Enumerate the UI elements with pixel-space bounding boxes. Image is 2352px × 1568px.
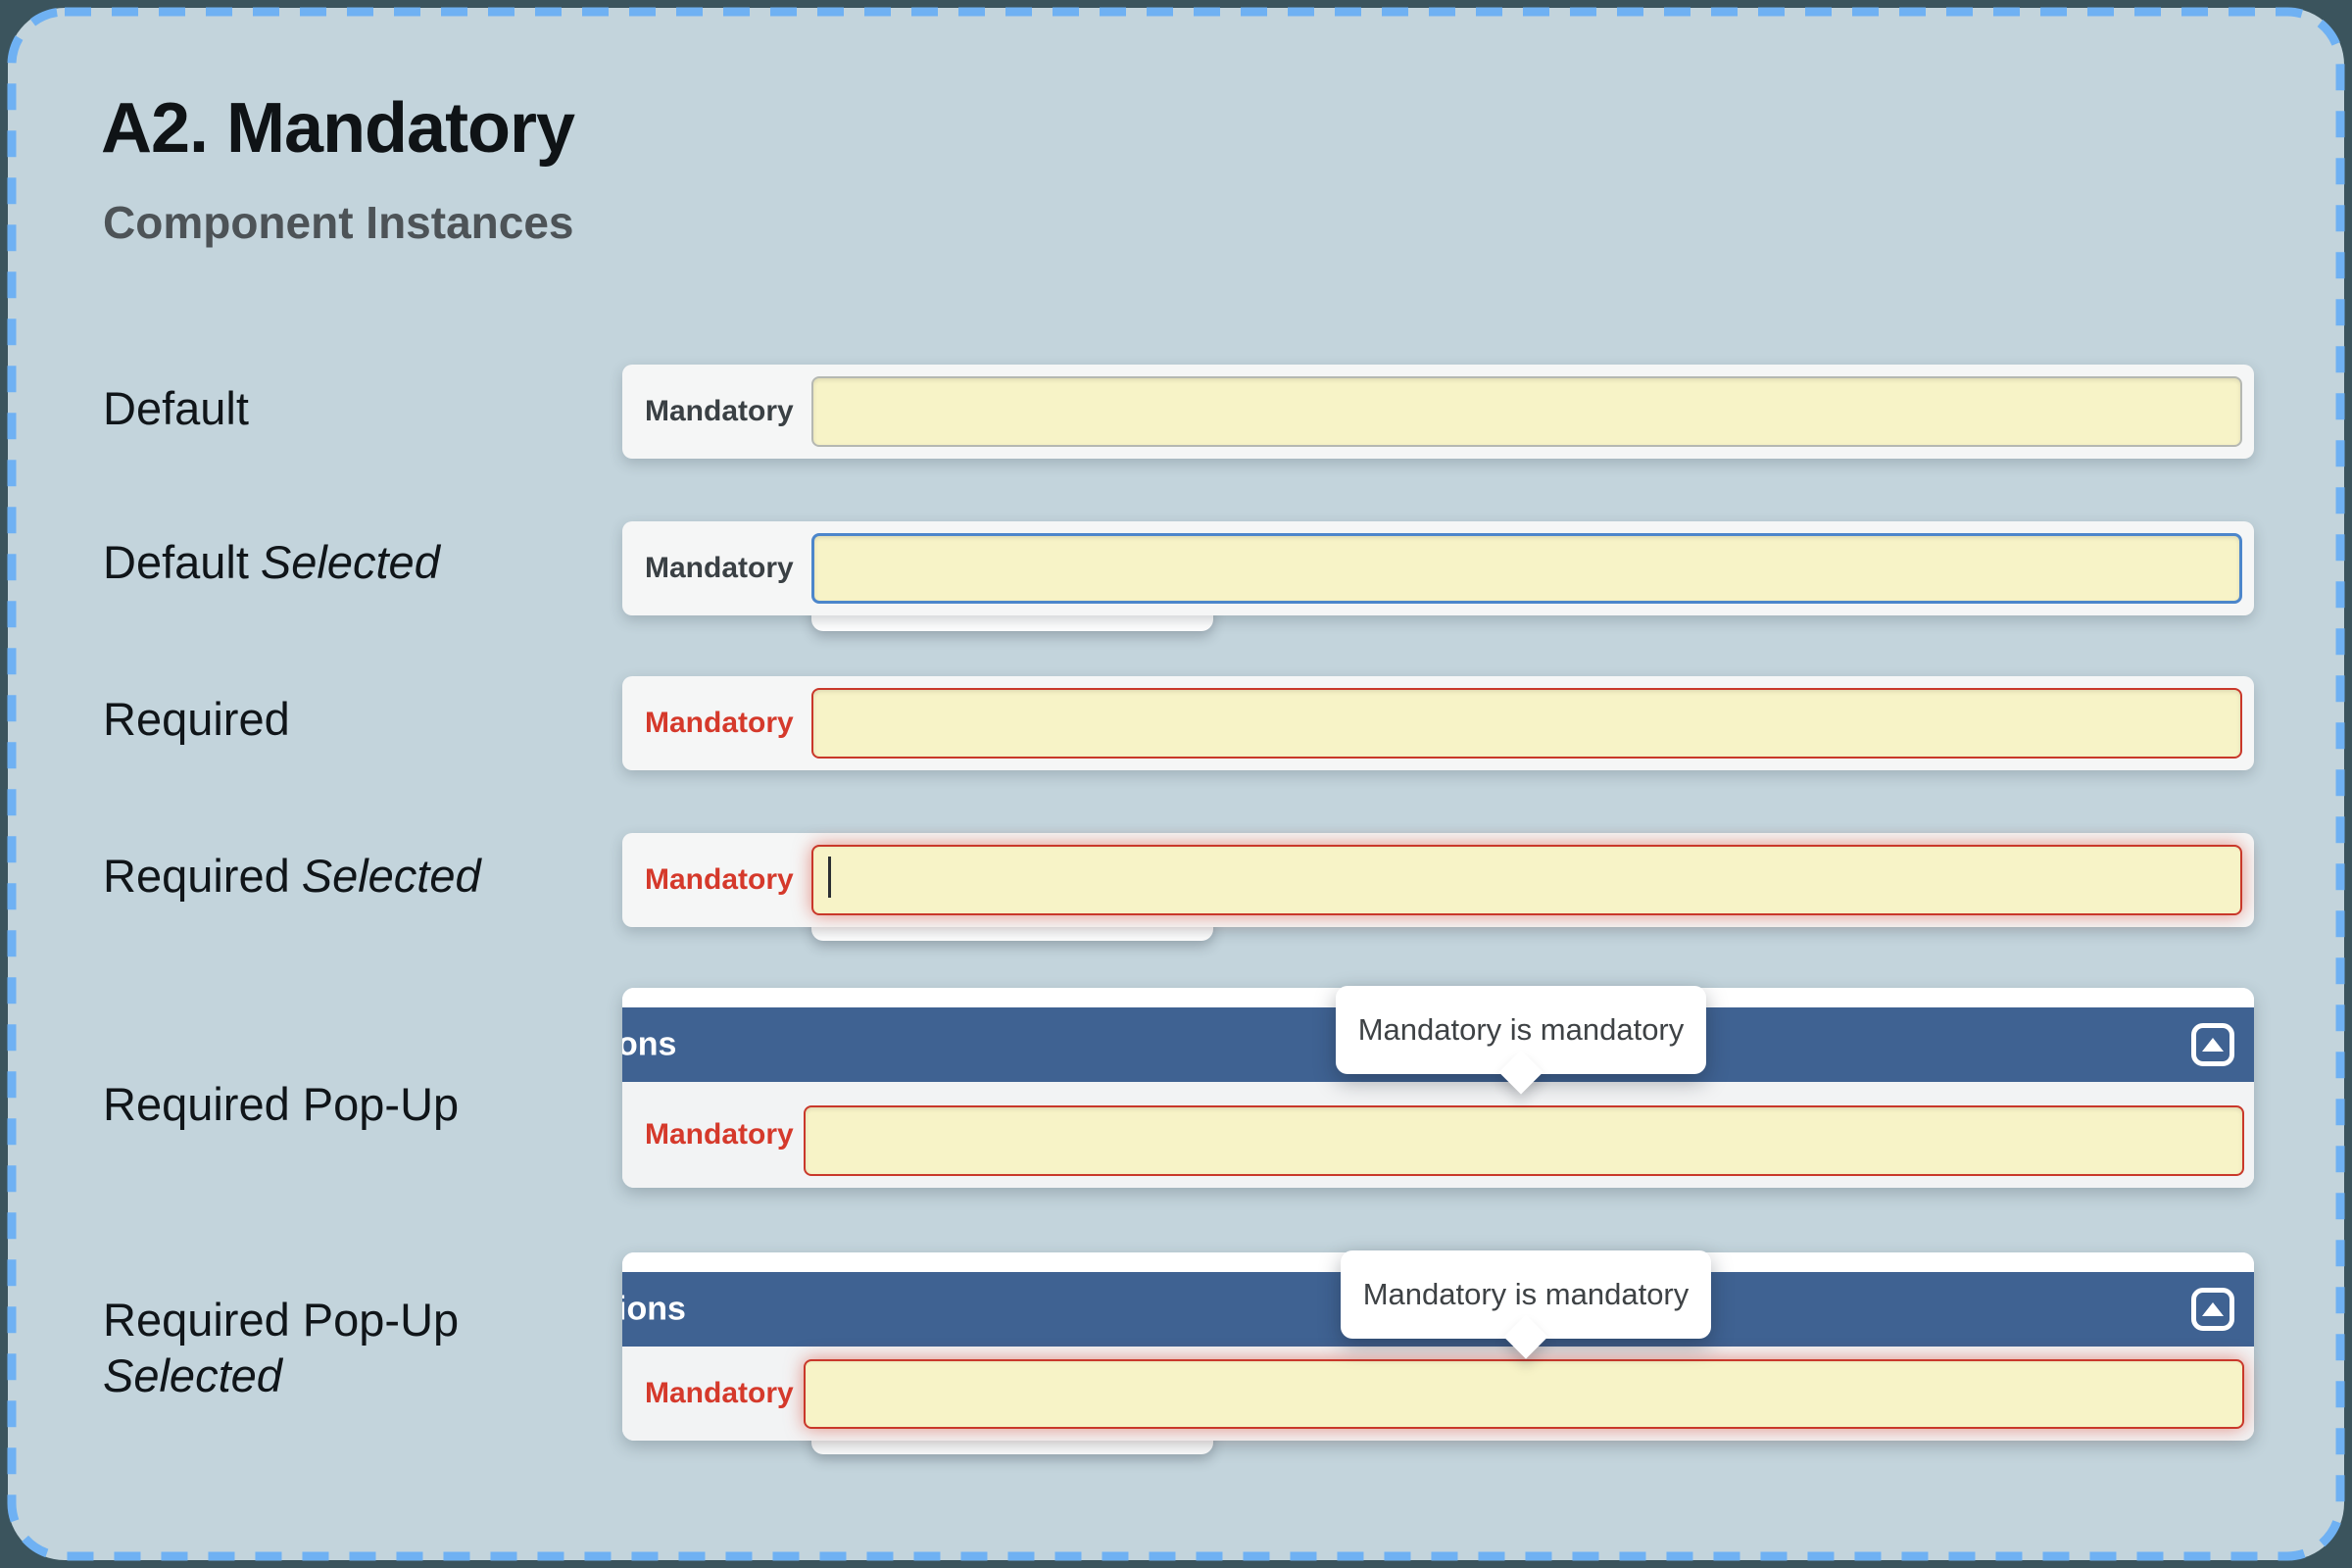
mandatory-input[interactable] — [811, 533, 2242, 604]
validation-tooltip: Mandatory is mandatory — [1336, 986, 1706, 1095]
field-label: Mandatory — [645, 552, 794, 584]
popup-body: Mandatory — [622, 1347, 2254, 1441]
tooltip-text: Mandatory is mandatory — [1362, 1277, 1690, 1311]
collapse-panel-icon[interactable] — [2191, 1288, 2234, 1331]
page-subtitle: Component Instances — [103, 197, 574, 248]
collapse-panel-icon[interactable] — [2191, 1023, 2234, 1066]
row-label-default-selected: Default Selected — [103, 536, 440, 588]
validation-tooltip: Mandatory is mandatory — [1341, 1250, 1711, 1359]
field-label: Mandatory — [645, 1118, 794, 1151]
mandatory-input[interactable] — [811, 688, 2242, 759]
mandatory-input[interactable] — [811, 845, 2242, 915]
component-card-default-selected: Mandatory — [622, 521, 2254, 615]
mandatory-input[interactable] — [804, 1359, 2244, 1429]
tooltip-text: Mandatory is mandatory — [1357, 1012, 1685, 1047]
field-label: Mandatory — [645, 707, 794, 739]
row-label-default: Default — [103, 382, 249, 434]
mandatory-input[interactable] — [811, 376, 2242, 447]
mandatory-input[interactable] — [804, 1105, 2244, 1176]
row-label-required: Required — [103, 693, 290, 745]
field-label: Mandatory — [645, 395, 794, 427]
row-label-required-popup-selected: Required Pop-Up Selected — [103, 1294, 460, 1402]
field-label: Mandatory — [645, 863, 794, 896]
caret-up-icon — [2202, 1301, 2224, 1316]
caret-up-icon — [2202, 1037, 2224, 1052]
popup-body: Mandatory — [622, 1082, 2254, 1188]
popup-header-title: ons — [622, 1025, 677, 1063]
text-cursor — [828, 857, 831, 898]
popup-header-title: ions — [622, 1290, 686, 1328]
component-card-required-selected: Mandatory — [622, 833, 2254, 927]
component-card-default: Mandatory — [622, 365, 2254, 459]
component-card-required: Mandatory — [622, 676, 2254, 770]
page-title: A2. Mandatory — [101, 89, 575, 168]
row-label-required-selected: Required Selected — [103, 850, 481, 902]
field-label: Mandatory — [645, 1377, 794, 1409]
row-label-required-popup: Required Pop-Up — [103, 1078, 460, 1130]
